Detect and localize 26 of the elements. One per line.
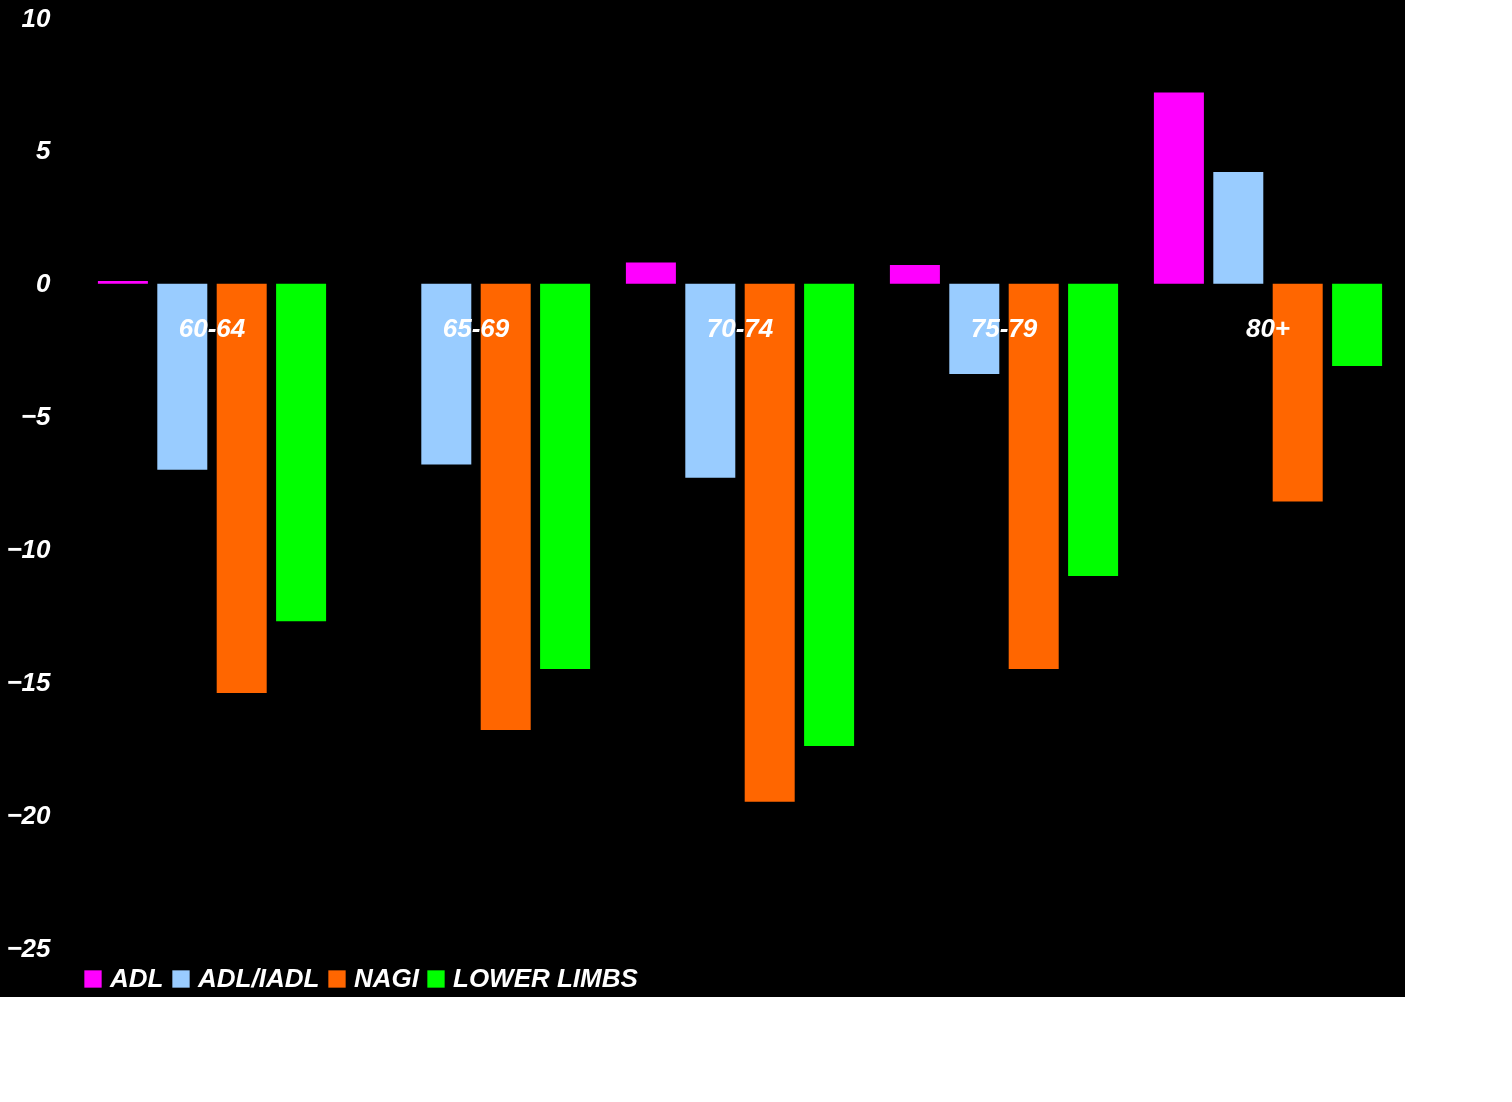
x-tick-label: 65-69: [442, 312, 510, 343]
legend-label: LOWER LIMBS: [453, 963, 639, 993]
bar: [540, 283, 591, 669]
bar: [97, 281, 148, 284]
x-tick-label: 60-64: [178, 312, 246, 343]
bar: [1332, 283, 1383, 367]
legend-label: NAGI: [354, 963, 420, 993]
bar: [889, 265, 940, 284]
legend-label: ADL: [109, 963, 164, 993]
bar: [625, 262, 676, 284]
y-tick-label: 10: [21, 2, 52, 33]
x-tick-label: 75-79: [970, 312, 1038, 343]
y-tick-label: −20: [6, 799, 52, 830]
y-tick-label: −10: [6, 533, 52, 564]
bar: [1213, 172, 1264, 284]
y-tick-label: 5: [36, 135, 52, 166]
x-tick-label: 70-74: [706, 312, 774, 343]
bar: [1068, 283, 1119, 576]
y-tick-label: −15: [6, 666, 52, 697]
y-tick-label: −25: [6, 932, 52, 963]
y-tick-label: −5: [20, 401, 52, 432]
bar: [276, 283, 327, 622]
bar: [1153, 92, 1204, 284]
legend-label: ADL/IADL: [197, 963, 320, 993]
y-tick-label: 0: [36, 268, 52, 299]
bar: [804, 283, 855, 747]
